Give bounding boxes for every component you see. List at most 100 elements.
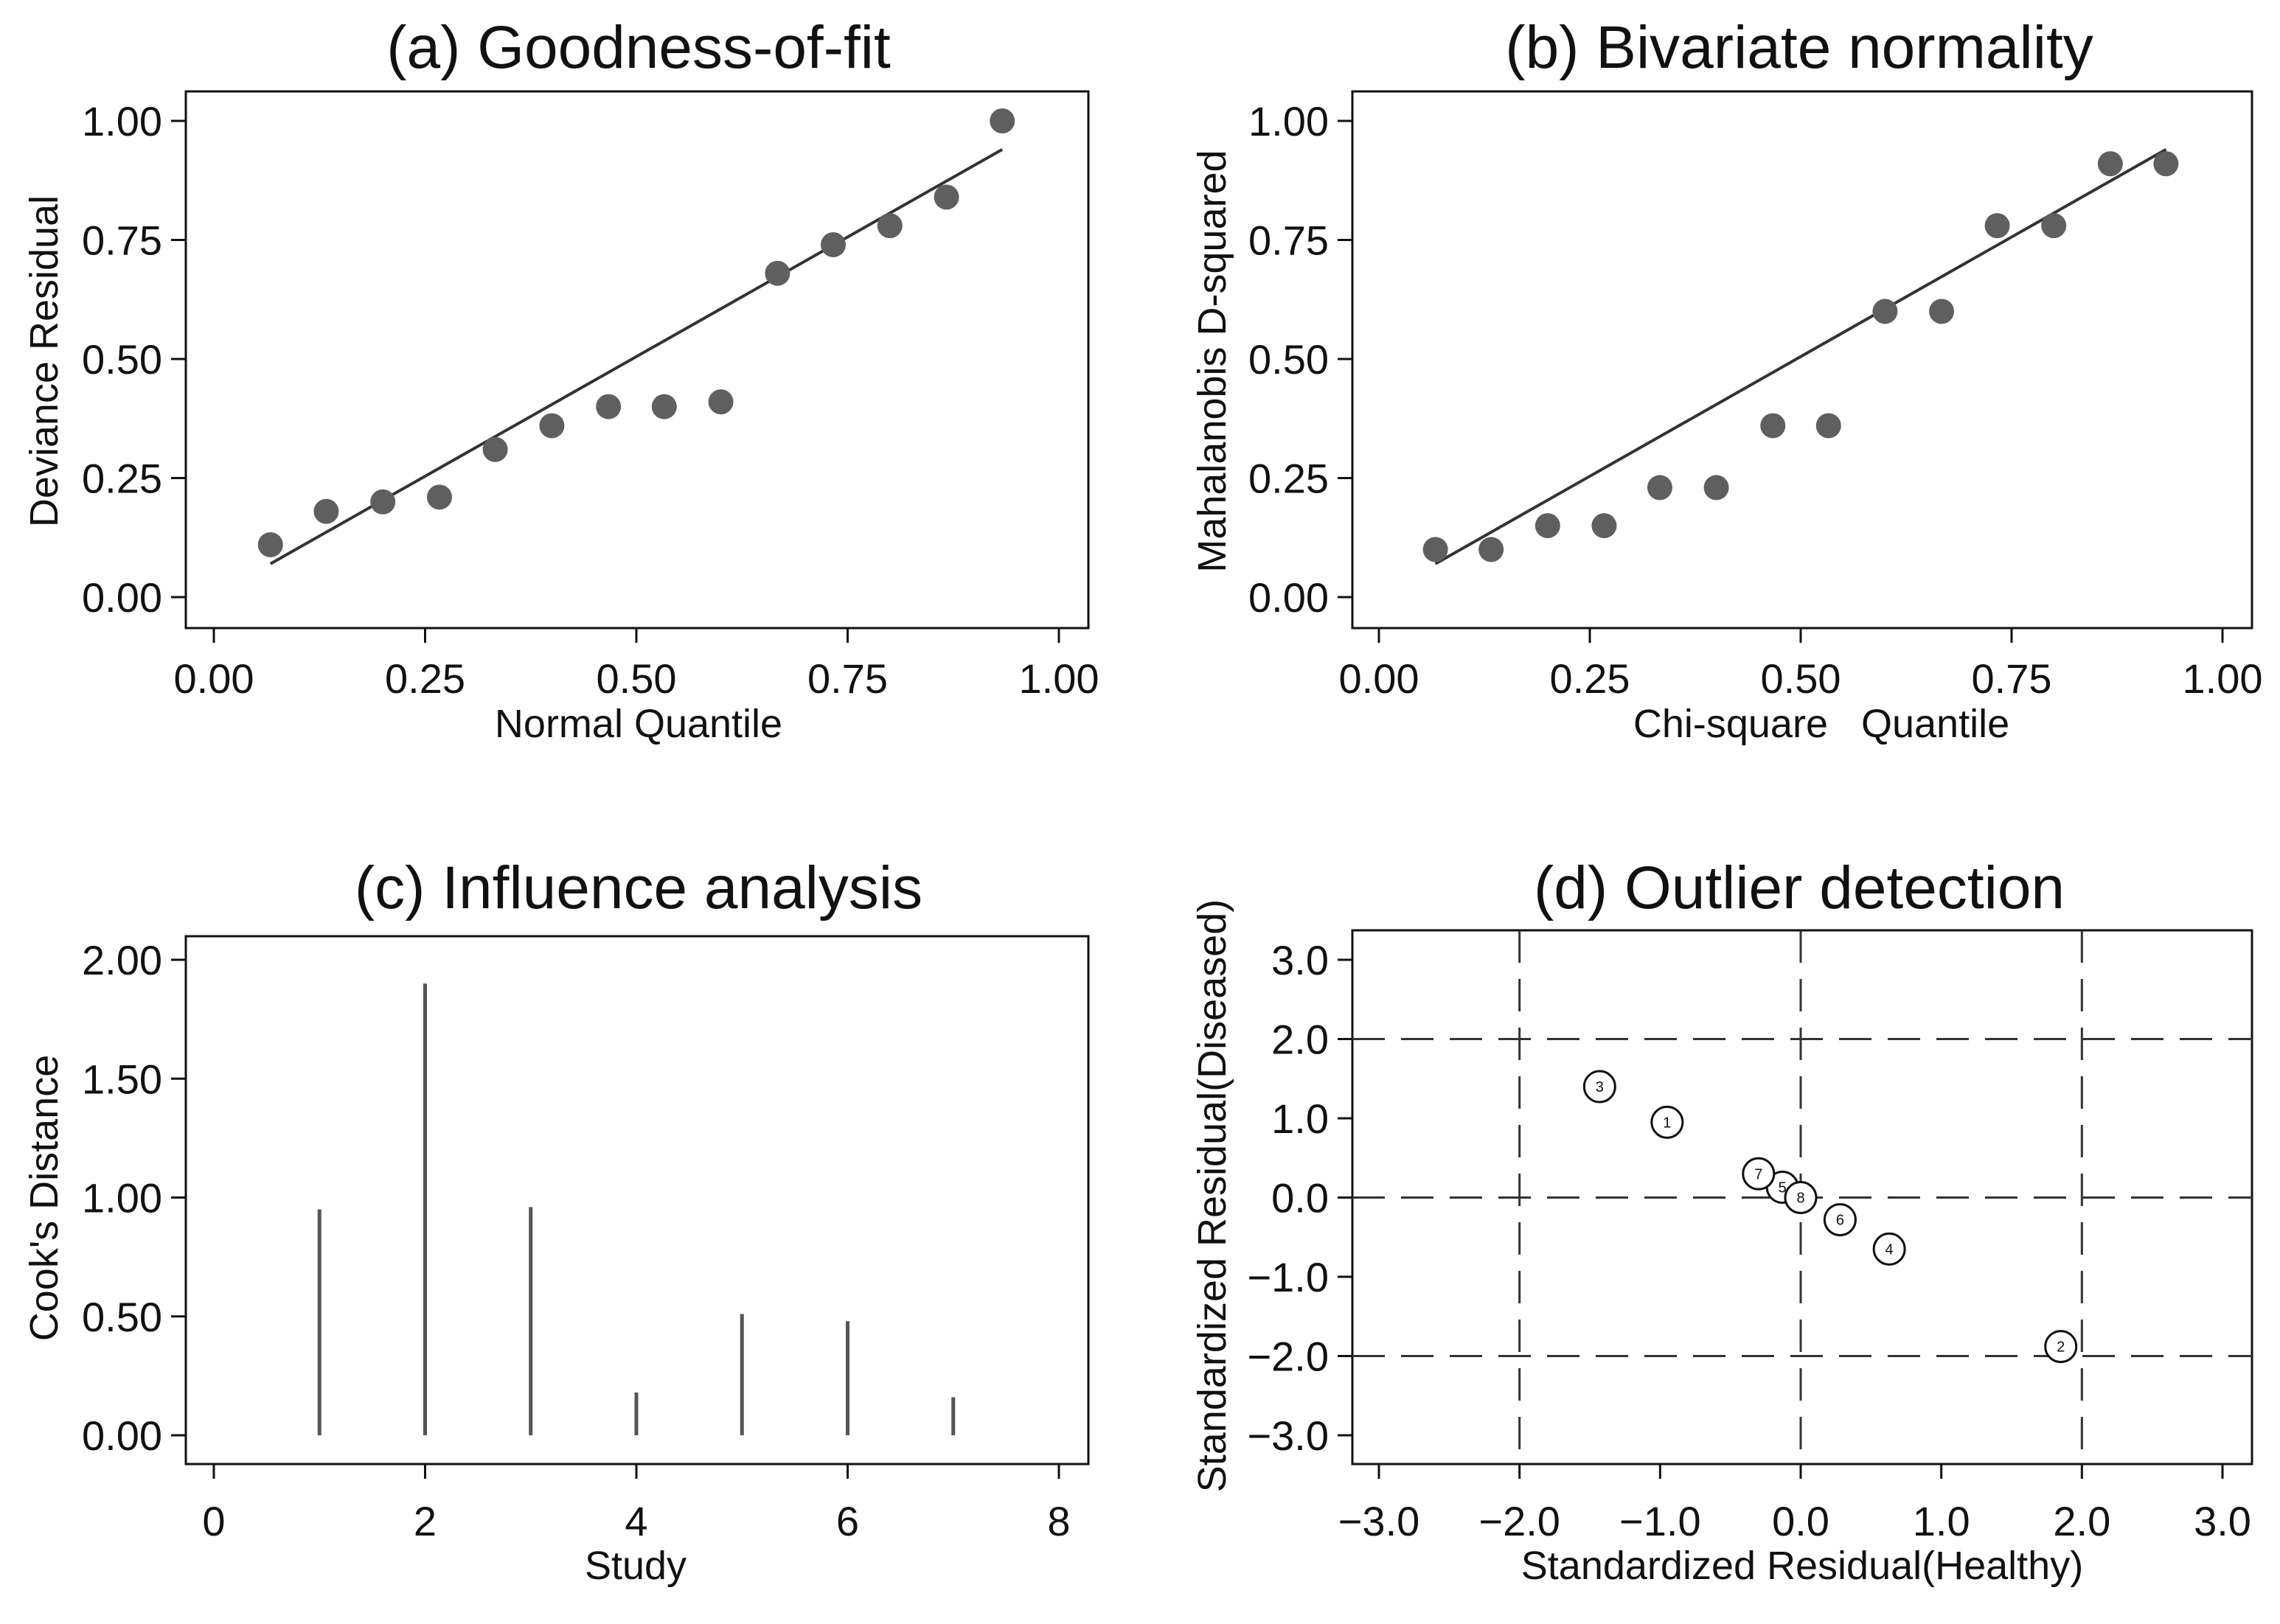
y-tick-label: 0.50 <box>1248 336 1329 383</box>
y-tick-label: 0.50 <box>82 1294 162 1340</box>
x-tick-label: 0.00 <box>174 655 254 702</box>
outlier-point <box>1823 1203 1857 1237</box>
panel-b-fit-line <box>1434 148 2167 565</box>
y-tick-label: 1.50 <box>82 1056 162 1102</box>
x-tick-label: 0.50 <box>597 655 677 702</box>
panel-c-y-axis: 0.00 0.50 1.00 1.50 2.00 <box>82 937 186 1459</box>
panel-c: (c) Influence analysis 0.00 0.50 1.00 1.50 2… <box>22 854 1090 1588</box>
y-tick-label: 1.00 <box>82 98 162 144</box>
data-point <box>1984 213 2010 239</box>
panel-d-points: 1 2 3 4 5 6 7 8 <box>1582 1070 2078 1364</box>
x-tick-label: 1.00 <box>1019 655 1099 702</box>
data-point <box>1535 513 1560 539</box>
y-tick-label: 2.0 <box>1271 1017 1329 1063</box>
data-point <box>370 489 396 515</box>
panel-a-frame <box>184 90 1090 630</box>
panel-c-title: (c) Influence analysis <box>355 854 922 921</box>
panel-d-y-axis: −3.0 −2.0 −1.0 0.0 1.0 2.0 3.0 <box>1247 937 1352 1459</box>
panel-b-x-label: Chi-square Quantile <box>1633 702 2009 746</box>
outlier-point <box>2044 1330 2078 1364</box>
panel-a-x-axis: 0.00 0.25 0.50 0.75 1.00 <box>174 628 1099 702</box>
point-label: 3 <box>1596 1079 1604 1095</box>
data-point <box>2097 151 2123 177</box>
data-point <box>313 498 339 524</box>
y-tick-label: 0.50 <box>82 336 162 383</box>
data-point <box>990 108 1015 133</box>
data-point <box>596 394 622 419</box>
y-tick-label: −1.0 <box>1247 1254 1329 1300</box>
panel-b: (b) Bivariate normality 0.00 0.25 0.50 0.75… <box>1190 14 2263 746</box>
data-point <box>1760 413 1786 439</box>
y-tick-label: −3.0 <box>1247 1412 1329 1459</box>
y-tick-label: 0.00 <box>1248 574 1329 621</box>
outlier-point <box>1872 1232 1906 1266</box>
point-label: 7 <box>1754 1166 1762 1182</box>
x-tick-label: −3.0 <box>1338 1498 1420 1544</box>
panel-b-y-axis: 0.00 0.25 0.50 0.75 1.00 <box>1248 98 1352 621</box>
x-tick-label: 0.75 <box>1972 655 2052 702</box>
data-point <box>2153 151 2179 177</box>
point-label: 8 <box>1796 1191 1804 1207</box>
panel-b-x-axis: 0.00 0.25 0.50 0.75 1.00 <box>1339 628 2263 702</box>
data-point <box>1929 299 1955 324</box>
x-tick-label: 0.00 <box>1339 655 1419 702</box>
x-tick-label: 0.25 <box>385 655 465 702</box>
panel-d-y-label: Standardized Residual(Diseased) <box>1190 899 1234 1492</box>
point-label: 6 <box>1836 1213 1844 1229</box>
y-tick-label: 2.00 <box>82 937 162 983</box>
data-point <box>877 213 903 239</box>
y-tick-label: 0.00 <box>82 1412 162 1459</box>
y-tick-label: 1.00 <box>1248 98 1329 144</box>
y-tick-label: 3.0 <box>1271 937 1329 983</box>
data-point <box>1815 413 1841 439</box>
panel-a-y-label: Deviance Residual <box>22 195 66 527</box>
x-tick-label: 0.0 <box>1772 1498 1829 1544</box>
y-tick-label: −2.0 <box>1247 1334 1329 1380</box>
x-tick-label: 8 <box>1047 1498 1070 1544</box>
y-tick-label: 0.75 <box>82 217 162 264</box>
y-tick-label: 1.00 <box>82 1175 162 1222</box>
panel-a-title: (a) Goodness-of-fit <box>386 14 891 81</box>
x-tick-label: 0.25 <box>1550 655 1630 702</box>
panel-a-x-label: Normal Quantile <box>495 702 782 746</box>
outlier-point <box>1784 1181 1818 1214</box>
panel-d-x-axis: −3.0 −2.0 −1.0 0.0 1.0 2.0 3.0 <box>1338 1464 2251 1544</box>
panel-a-points <box>257 108 1015 557</box>
panel-c-x-axis: 0 2 4 6 8 <box>202 1464 1071 1544</box>
x-tick-label: 1.00 <box>2183 655 2263 702</box>
panel-c-x-label: Study <box>585 1544 687 1588</box>
x-tick-label: 0.50 <box>1761 655 1841 702</box>
data-point <box>1703 475 1729 501</box>
data-point <box>426 484 452 510</box>
y-tick-label: 1.0 <box>1271 1095 1329 1142</box>
panel-d-x-label: Standardized Residual(Healthy) <box>1521 1544 2083 1588</box>
point-label: 4 <box>1885 1241 1894 1258</box>
y-tick-label: 0.75 <box>1248 217 1329 264</box>
point-label: 5 <box>1779 1180 1787 1196</box>
y-tick-label: 0.25 <box>82 456 162 502</box>
x-tick-label: 3.0 <box>2194 1498 2251 1544</box>
y-tick-label: 0.25 <box>1248 456 1329 502</box>
panel-b-y-label: Mahalanobis D-squared <box>1190 150 1234 572</box>
outlier-point <box>1650 1105 1684 1139</box>
data-point <box>1647 475 1672 501</box>
panel-c-y-label: Cook's Distance <box>22 1055 66 1341</box>
y-tick-label: 0.0 <box>1271 1175 1329 1222</box>
panel-d: (d) Outlier detection −3.0 −2.0 −1.0 0.0 1.0… <box>1190 854 2253 1588</box>
data-point <box>821 231 847 257</box>
data-point <box>1872 299 1898 324</box>
x-tick-label: 2 <box>414 1498 437 1544</box>
x-tick-label: −1.0 <box>1619 1498 1701 1544</box>
data-point <box>765 260 790 286</box>
data-point <box>1422 537 1448 562</box>
x-tick-label: 4 <box>625 1498 647 1544</box>
data-point <box>651 394 677 419</box>
data-point <box>934 184 959 210</box>
x-tick-label: −2.0 <box>1478 1498 1560 1544</box>
x-tick-label: 2.0 <box>2053 1498 2110 1544</box>
panel-b-title: (b) Bivariate normality <box>1505 14 2093 81</box>
outlier-point <box>1582 1070 1616 1104</box>
data-point <box>2041 213 2067 239</box>
y-tick-label: 0.00 <box>82 574 162 621</box>
x-tick-label: 6 <box>836 1498 859 1544</box>
